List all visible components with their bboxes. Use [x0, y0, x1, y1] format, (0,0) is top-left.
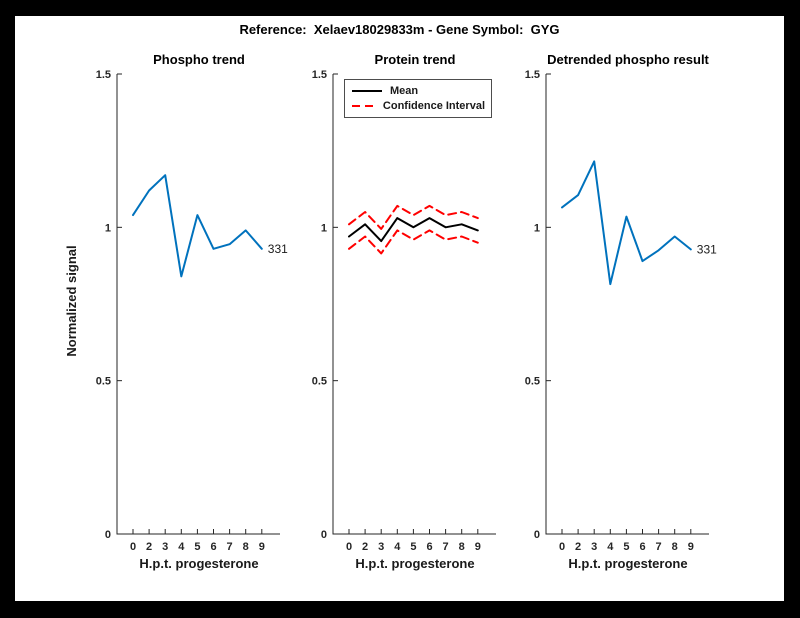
x-tick-label: 9	[259, 541, 265, 553]
x-axis-label-detrended: H.p.t. progesterone	[568, 556, 688, 571]
series-line	[561, 160, 692, 286]
x-tick-label: 0	[130, 541, 136, 553]
x-tick-label: 6	[639, 541, 645, 553]
y-tick-label: 1.5	[312, 69, 327, 81]
x-tick-label: 6	[426, 541, 432, 553]
y-tick-label: 0.5	[312, 376, 327, 388]
legend-item-confidence-interval: Confidence Interval	[351, 100, 485, 112]
y-tick-label: 1	[534, 222, 540, 234]
x-tick-label: 0	[559, 541, 565, 553]
ci-line-sample-icon	[352, 105, 376, 107]
plot-area-protein-trend: 00.511.50 2 3 4 5 6 7 8 9	[312, 69, 496, 553]
x-tick-label: 6	[210, 541, 216, 553]
y-tick-label: 1	[105, 222, 111, 234]
series-line	[132, 174, 263, 278]
x-tick-label: 7	[227, 541, 233, 553]
x-tick-label: 8	[243, 541, 249, 553]
y-tick-label: 0.5	[96, 376, 111, 388]
mean-line-sample-icon	[352, 90, 382, 92]
x-tick-label: 9	[688, 541, 694, 553]
x-tick-label: 7	[656, 541, 662, 553]
series-line	[348, 217, 479, 243]
x-axis-label-protein: H.p.t. progesterone	[355, 556, 475, 571]
y-axis-label: Normalized signal	[64, 245, 79, 357]
y-tick-label: 0	[534, 529, 540, 541]
y-tick-label: 0	[321, 529, 327, 541]
y-tick-label: 1.5	[525, 69, 540, 81]
series-line	[348, 229, 479, 255]
x-tick-label: 7	[443, 541, 449, 553]
y-tick-label: 0.5	[525, 376, 540, 388]
legend-item-mean: Mean	[351, 85, 485, 97]
y-tick-label: 0	[105, 529, 111, 541]
series-line	[348, 204, 479, 230]
figure-canvas: Reference: Xelaev18029833m - Gene Symbol…	[15, 16, 784, 601]
x-tick-label: 8	[672, 541, 678, 553]
subplot-title-protein-trend: Protein trend	[374, 52, 456, 67]
x-tick-label: 9	[475, 541, 481, 553]
x-tick-label: 3	[591, 541, 597, 553]
y-tick-label: 1.5	[96, 69, 111, 81]
x-tick-label: 2	[362, 541, 368, 553]
x-tick-label: 2	[146, 541, 152, 553]
x-tick-label: 3	[378, 541, 384, 553]
x-tick-label: 2	[575, 541, 581, 553]
axis-line	[116, 74, 280, 535]
x-tick-label: 0	[346, 541, 352, 553]
x-tick-label: 3	[162, 541, 168, 553]
axis-line	[332, 74, 496, 535]
x-tick-label: 5	[623, 541, 629, 553]
axis-line	[545, 74, 709, 535]
figure-title: Reference: Xelaev18029833m - Gene Symbol…	[239, 22, 560, 37]
x-tick-label: 8	[459, 541, 465, 553]
legend-label-confidence-interval: Confidence Interval	[382, 100, 485, 112]
x-tick-label: 4	[607, 541, 614, 553]
x-tick-label: 5	[194, 541, 200, 553]
x-tick-label: 5	[410, 541, 416, 553]
legend-label-mean: Mean	[390, 85, 419, 97]
subplot-title-phospho-trend: Phospho trend	[153, 52, 245, 67]
y-tick-label: 1	[321, 222, 327, 234]
series-end-label: 331	[268, 242, 288, 256]
x-tick-label: 4	[394, 541, 401, 553]
x-axis-label-phospho: H.p.t. progesterone	[139, 556, 259, 571]
subplot-title-detrended-phospho: Detrended phospho result	[547, 52, 709, 67]
legend: Mean Confidence Interval	[344, 79, 492, 118]
series-end-label: 331	[697, 242, 717, 256]
x-tick-label: 4	[178, 541, 185, 553]
